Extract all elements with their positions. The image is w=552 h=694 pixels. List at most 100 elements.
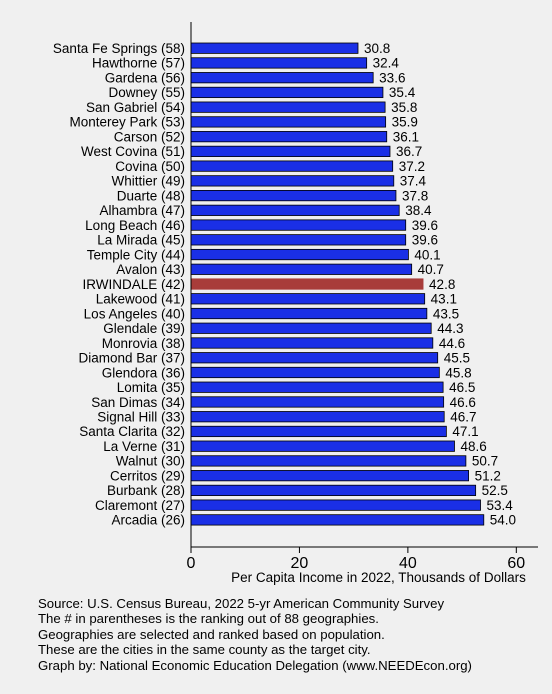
bar — [190, 234, 407, 246]
bar — [190, 160, 394, 172]
category-label: Temple City (44) — [87, 247, 185, 262]
value-label: 47.1 — [452, 424, 478, 439]
category-label: Cerritos (29) — [110, 468, 185, 483]
bar — [190, 425, 447, 438]
category-label: Santa Fe Springs (58) — [53, 41, 185, 56]
category-label: Long Beach (46) — [85, 218, 185, 233]
value-label: 39.6 — [412, 218, 438, 233]
category-label: La Verne (31) — [103, 439, 185, 454]
value-label: 43.5 — [433, 306, 459, 321]
category-label: Walnut (30) — [116, 454, 185, 469]
value-label: 46.5 — [449, 380, 475, 395]
bar — [190, 189, 397, 202]
note-credit: Graph by: National Economic Education De… — [38, 657, 472, 673]
category-label: Glendale (39) — [103, 321, 185, 336]
value-label: 54.0 — [490, 513, 516, 528]
category-label: IRWINDALE (42) — [82, 277, 185, 292]
category-label: Monterey Park (53) — [69, 115, 185, 130]
value-label: 52.5 — [482, 483, 508, 498]
bar — [190, 440, 455, 452]
bar — [190, 248, 409, 261]
value-label: 33.6 — [379, 70, 405, 85]
value-label: 39.6 — [412, 233, 438, 248]
bar — [190, 263, 413, 275]
category-label: Alhambra (47) — [99, 203, 185, 218]
value-label: 35.9 — [392, 115, 418, 130]
bar — [190, 514, 485, 526]
value-label: 36.7 — [396, 144, 422, 159]
category-label: Covina (50) — [115, 159, 185, 174]
value-label: 44.3 — [437, 321, 463, 336]
category-label: Carson (52) — [114, 129, 185, 144]
x-axis-title: Per Capita Income in 2022, Thousands of … — [231, 570, 526, 585]
category-label: Downey (55) — [108, 85, 185, 100]
value-label: 42.8 — [429, 277, 455, 292]
bar-highlighted — [190, 278, 424, 290]
category-label: West Covina (51) — [81, 144, 185, 159]
bar — [190, 470, 470, 482]
value-label: 43.1 — [431, 292, 457, 307]
category-label: Claremont (27) — [95, 498, 185, 513]
bar — [190, 72, 374, 84]
category-label: Diamond Bar (37) — [78, 351, 185, 366]
bar — [190, 57, 368, 69]
bar — [190, 411, 445, 423]
value-label: 45.8 — [445, 365, 471, 380]
category-label: Hawthorne (57) — [92, 56, 185, 71]
bar — [190, 322, 432, 334]
bar — [190, 145, 391, 157]
bar — [190, 455, 467, 467]
value-label: 37.2 — [399, 159, 425, 174]
value-label: 35.8 — [391, 100, 417, 115]
chart-notes: Source: U.S. Census Bureau, 2022 5-yr Am… — [38, 596, 548, 673]
value-label: 38.4 — [405, 203, 432, 218]
category-label: Whittier (49) — [111, 174, 185, 189]
bar — [190, 175, 395, 187]
bar — [190, 204, 400, 216]
x-tick-label: 20 — [291, 555, 309, 572]
value-label: 44.6 — [439, 336, 465, 351]
value-label: 40.1 — [414, 247, 440, 262]
note-source: Source: U.S. Census Bureau, 2022 5-yr Am… — [38, 596, 445, 611]
category-label: Santa Clarita (32) — [79, 424, 185, 439]
value-label: 53.4 — [487, 498, 514, 513]
bar — [190, 131, 388, 143]
category-label: Avalon (43) — [116, 262, 185, 277]
value-label: 37.4 — [400, 174, 427, 189]
category-label: Los Angeles (40) — [84, 306, 185, 321]
category-label: San Dimas (34) — [91, 395, 185, 410]
bar — [190, 219, 407, 231]
category-label: Burbank (28) — [107, 483, 185, 498]
value-label: 51.2 — [475, 468, 501, 483]
value-label: 40.7 — [418, 262, 444, 277]
value-label: 35.4 — [389, 85, 416, 100]
category-label: Gardena (56) — [105, 70, 185, 85]
bar — [190, 366, 440, 379]
bar — [190, 42, 359, 54]
value-label: 32.4 — [373, 56, 400, 71]
category-label: Duarte (48) — [117, 188, 185, 203]
value-label: 45.5 — [444, 351, 470, 366]
bar — [190, 352, 439, 364]
category-label: Glendora (36) — [102, 365, 185, 380]
note-county: These are the cities in the same county … — [38, 642, 371, 658]
bar — [190, 484, 477, 497]
category-label: San Gabriel (54) — [86, 100, 185, 115]
category-label: La Mirada (45) — [97, 233, 185, 248]
value-label: 36.1 — [393, 129, 419, 144]
bar — [190, 337, 434, 349]
value-label: 30.8 — [364, 41, 390, 56]
bar-chart: Santa Fe Springs (58) 30.8 Hawthorne (57) 3… — [53, 22, 538, 585]
value-label: 50.7 — [472, 454, 498, 469]
value-label: 46.6 — [450, 395, 476, 410]
x-tick-label: 40 — [399, 555, 417, 572]
bar — [190, 101, 386, 113]
bar — [190, 381, 444, 393]
value-label: 48.6 — [461, 439, 487, 454]
value-label: 46.7 — [450, 410, 476, 425]
category-label: Lomita (35) — [117, 380, 185, 395]
x-tick-label: 60 — [507, 555, 525, 572]
category-label: Arcadia (26) — [111, 513, 185, 528]
bar — [190, 499, 481, 511]
